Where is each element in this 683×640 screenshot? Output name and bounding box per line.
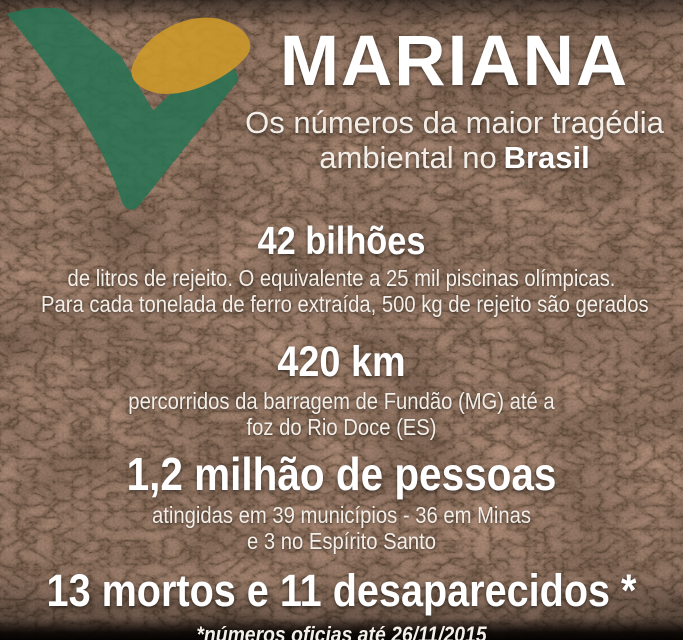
title-block: MARIANA Os números da maior tragédia amb…: [228, 26, 681, 175]
stat-people-value: 1,2 milhão de pessoas: [126, 448, 557, 500]
vale-logo: [6, 8, 251, 210]
stat-tailings-value: 42 bilhões: [257, 220, 426, 263]
subtitle-line2: ambiental no Brasil: [228, 139, 681, 176]
header: MARIANA Os números da maior tragédia amb…: [0, 0, 683, 212]
official-numbers-footnote: *números oficias até 26/11/2015: [196, 621, 487, 640]
stat-tailings-volume: 42 bilhões de litros de rejeito. O equiv…: [0, 222, 683, 317]
vale-logo-green-v-icon: [6, 8, 239, 210]
subtitle-line2-text: ambiental no: [319, 139, 497, 175]
page-title: MARIANA: [279, 22, 630, 101]
stat-tailings-line2: Para cada tonelada de ferro extraída, 50…: [40, 291, 649, 317]
deaths-missing-headline: 13 mortos e 11 desaparecidos *: [46, 565, 637, 616]
stat-people-affected: 1,2 milhão de pessoas atingidas em 39 mu…: [0, 451, 683, 554]
subtitle-line2-bold-country: Brasil: [503, 139, 590, 175]
stat-distance-value: 420 km: [277, 338, 406, 386]
stat-distance-line2: foz do Rio Doce (ES): [246, 414, 437, 440]
stat-distance: 420 km percorridos da barragem de Fundão…: [0, 338, 683, 441]
stat-distance-line1: percorridos da barragem de Fundão (MG) a…: [128, 388, 555, 414]
stat-people-line2: e 3 no Espírito Santo: [246, 528, 437, 554]
subtitle-line1: Os números da maior tragédia: [245, 105, 664, 140]
vale-logo-yellow-swoosh-icon: [131, 17, 251, 94]
stat-people-line1: atingidas em 39 municípios - 36 em Minas: [151, 502, 532, 528]
subtitle: Os números da maior tragédia ambiental n…: [228, 105, 681, 176]
stat-tailings-line1: de litros de rejeito. O equivalente a 25…: [67, 265, 616, 291]
